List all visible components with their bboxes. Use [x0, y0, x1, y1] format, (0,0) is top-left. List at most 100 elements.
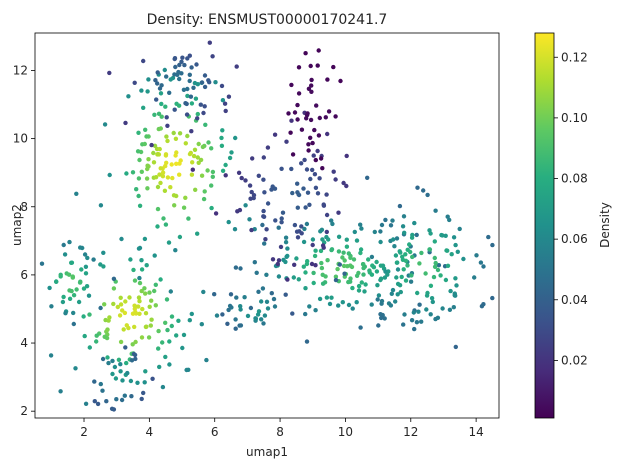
scatter-point	[142, 380, 147, 385]
scatter-point	[207, 80, 212, 85]
scatter-point	[169, 162, 174, 167]
scatter-point	[126, 94, 131, 99]
scatter-point	[153, 282, 158, 287]
scatter-point	[119, 397, 125, 403]
scatter-point	[410, 254, 415, 260]
scatter-point	[283, 292, 288, 297]
scatter-point	[427, 228, 432, 233]
scatter-point	[118, 362, 123, 367]
scatter-point	[375, 283, 380, 288]
colorbar-tick-label: 0.04	[561, 293, 588, 307]
scatter-point	[379, 315, 384, 321]
scatter-point	[157, 172, 162, 177]
scatter-point	[308, 63, 313, 69]
scatter-point	[272, 132, 278, 137]
scatter-point	[445, 214, 450, 219]
scatter-point	[359, 280, 364, 285]
scatter-point	[135, 149, 141, 154]
scatter-point	[350, 285, 355, 291]
scatter-point	[372, 229, 377, 235]
scatter-point	[77, 280, 83, 285]
scatter-point	[397, 249, 402, 254]
scatter-point	[301, 264, 306, 269]
scatter-point	[124, 323, 129, 328]
scatter-point	[291, 275, 296, 280]
scatter-point	[336, 234, 342, 239]
scatter-point	[180, 345, 185, 351]
scatter-point	[102, 302, 107, 307]
scatter-point	[144, 176, 150, 181]
scatter-point	[319, 265, 325, 271]
scatter-point	[412, 220, 417, 226]
scatter-point	[69, 288, 74, 294]
scatter-point	[82, 252, 88, 257]
scatter-point	[118, 302, 124, 307]
scatter-point	[170, 175, 175, 181]
colorbar-tick-label: 0.08	[561, 172, 588, 186]
scatter-point	[237, 207, 243, 213]
scatter-point	[311, 270, 316, 276]
x-tick-label: 14	[468, 425, 483, 439]
y-tick-label: 6	[20, 268, 28, 282]
scatter-point	[130, 170, 136, 175]
scatter-point	[313, 263, 318, 268]
scatter-point	[428, 312, 433, 317]
scatter-point	[262, 241, 267, 246]
scatter-point	[261, 155, 266, 160]
scatter-point	[378, 229, 383, 234]
scatter-point	[295, 181, 300, 186]
scatter-point	[408, 279, 414, 284]
scatter-point	[490, 295, 495, 301]
scatter-point	[166, 240, 172, 245]
scatter-point	[247, 217, 252, 222]
scatter-point	[195, 111, 200, 117]
scatter-point	[432, 255, 437, 261]
scatter-point	[118, 369, 123, 374]
scatter-point	[201, 289, 206, 295]
scatter-point	[155, 224, 160, 229]
scatter-point	[172, 203, 177, 208]
scatter-point	[311, 280, 316, 286]
scatter-point	[390, 287, 396, 293]
scatter-point	[361, 272, 366, 277]
scatter-point	[402, 230, 407, 235]
scatter-point	[453, 344, 458, 350]
scatter-point	[155, 81, 160, 86]
scatter-point	[147, 290, 152, 295]
scatter-point	[376, 323, 381, 328]
scatter-point	[301, 186, 306, 191]
scatter-point	[164, 134, 169, 139]
scatter-point	[73, 366, 78, 371]
scatter-point	[395, 267, 401, 272]
scatter-point	[201, 110, 206, 116]
scatter-point	[341, 263, 347, 269]
scatter-point	[205, 168, 210, 173]
scatter-point	[172, 72, 177, 77]
scatter-point	[139, 288, 144, 294]
scatter-point	[363, 282, 368, 287]
scatter-point	[143, 369, 148, 374]
scatter-point	[436, 263, 442, 268]
scatter-point	[333, 274, 339, 279]
scatter-point	[187, 151, 193, 157]
scatter-point	[49, 304, 54, 309]
scatter-point	[63, 311, 68, 316]
scatter-point	[119, 236, 124, 242]
scatter-point	[125, 370, 130, 376]
scatter-point	[177, 62, 182, 68]
scatter-point	[158, 126, 163, 131]
scatter-point	[139, 169, 144, 174]
scatter-point	[290, 152, 296, 157]
scatter-point	[159, 114, 164, 119]
scatter-point	[283, 259, 288, 265]
scatter-point	[286, 111, 291, 116]
scatter-point	[146, 335, 152, 340]
scatter-point	[474, 253, 479, 258]
scatter-point	[331, 169, 336, 174]
scatter-point	[344, 237, 349, 242]
scatter-point	[316, 133, 322, 138]
scatter-point	[177, 76, 182, 82]
scatter-point	[199, 80, 205, 85]
scatter-point	[62, 252, 68, 257]
scatter-point	[457, 226, 462, 232]
